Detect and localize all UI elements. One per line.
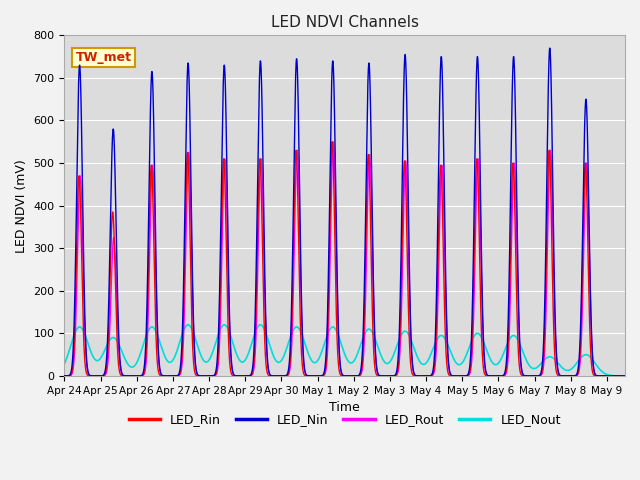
Text: TW_met: TW_met bbox=[76, 51, 132, 64]
Legend: LED_Rin, LED_Nin, LED_Rout, LED_Nout: LED_Rin, LED_Nin, LED_Rout, LED_Nout bbox=[124, 408, 566, 431]
Title: LED NDVI Channels: LED NDVI Channels bbox=[271, 15, 419, 30]
X-axis label: Time: Time bbox=[330, 401, 360, 414]
Y-axis label: LED NDVI (mV): LED NDVI (mV) bbox=[15, 159, 28, 252]
